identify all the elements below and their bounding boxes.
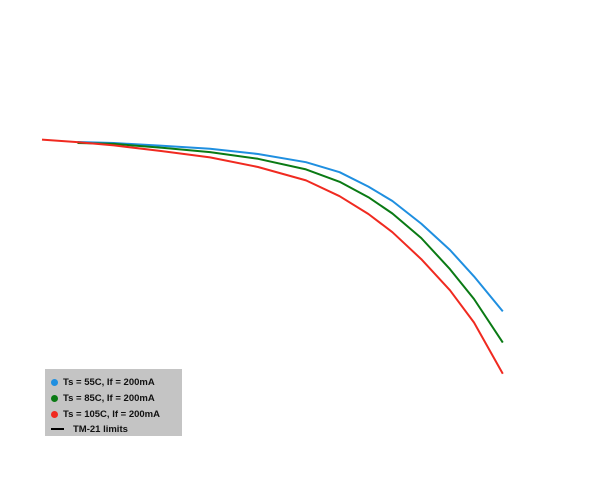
- legend-label-105c: Ts = 105C, If = 200mA: [63, 408, 160, 420]
- legend-swatch-105c: [51, 410, 58, 418]
- legend-item-105c: Ts = 105C, If = 200mA: [51, 406, 182, 422]
- legend-label-tm21: TM-21 limits: [73, 423, 128, 435]
- legend-label-85c: Ts = 85C, If = 200mA: [63, 392, 155, 404]
- series-line-ts-85c-if-200ma: [77, 142, 504, 344]
- series-line-ts-55c-if-200ma: [77, 141, 504, 313]
- legend-item-55c: Ts = 55C, If = 200mA: [51, 374, 182, 390]
- series-line-ts-105c-if-200ma: [41, 138, 504, 375]
- legend-swatch-85c: [51, 394, 58, 402]
- legend-item-85c: Ts = 85C, If = 200mA: [51, 390, 182, 406]
- chart-legend: Ts = 55C, If = 200mA Ts = 85C, If = 200m…: [45, 369, 182, 436]
- legend-swatch-tm21: [51, 428, 64, 430]
- series-layer: [41, 138, 504, 375]
- legend-label-55c: Ts = 55C, If = 200mA: [63, 376, 155, 388]
- legend-swatch-55c: [51, 378, 58, 386]
- legend-item-tm21: TM-21 limits: [51, 422, 182, 436]
